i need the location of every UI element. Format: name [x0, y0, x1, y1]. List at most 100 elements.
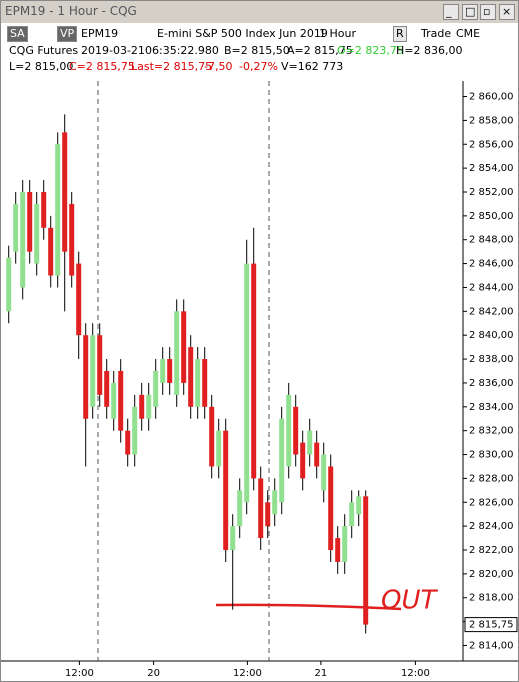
candle-body [356, 496, 362, 515]
y-tick-label: 2 842,00 [469, 306, 514, 317]
candle-body [55, 144, 61, 276]
candle-body [188, 347, 194, 407]
candle-body [20, 191, 26, 288]
candle-body [27, 191, 33, 252]
y-tick-label: 2 824,00 [469, 521, 514, 532]
last-price-label: 2 815,75 [469, 620, 514, 631]
y-tick-label: 2 820,00 [469, 569, 514, 580]
y-tick-label: 2 836,00 [469, 378, 514, 389]
candle-body [118, 371, 124, 431]
x-tick-label: 12:00 [233, 668, 262, 679]
candle-body [160, 359, 166, 383]
y-tick-label: 2 858,00 [469, 115, 514, 126]
y-tick-label: 2 828,00 [469, 473, 514, 484]
candle-body [307, 430, 313, 455]
y-tick-label: 2 860,00 [469, 92, 514, 103]
candle-body [90, 335, 96, 407]
candle-body [6, 257, 12, 312]
volume: V=162 773 [281, 60, 344, 73]
candle-body [279, 418, 285, 503]
candle-body [76, 263, 82, 336]
candle-body [314, 442, 320, 467]
restore[interactable]: □ [462, 4, 478, 20]
y-tick-label: 2 832,00 [469, 426, 514, 437]
candle-body [104, 371, 110, 407]
candle-body [153, 371, 159, 407]
last: Last=2 815,75 [131, 60, 213, 73]
y-tick-label: 2 834,00 [469, 402, 514, 413]
sa-button[interactable]: SA [7, 26, 28, 42]
candle-body [363, 496, 369, 625]
candle-body [48, 227, 54, 276]
y-tick-label: 2 856,00 [469, 139, 514, 150]
trade[interactable]: Trade [421, 27, 452, 40]
candle-body [125, 430, 131, 455]
candle-body [258, 478, 264, 539]
maximize[interactable]: ▫ [480, 4, 496, 20]
change-pct: -0,27% [239, 60, 278, 73]
last-price-box [464, 617, 518, 633]
vp-button[interactable]: VP [57, 26, 78, 42]
exchange: CME [456, 27, 481, 40]
y-tick-label: 2 848,00 [469, 235, 514, 246]
y-tick-label: 2 838,00 [469, 354, 514, 365]
r-button[interactable]: R [393, 26, 407, 42]
y-tick-label: 2 822,00 [469, 545, 514, 556]
y-tick-label: 2 852,00 [469, 187, 514, 198]
period[interactable]: 1 Hour [319, 27, 356, 40]
candle-body [230, 526, 236, 551]
high: H=2 836,00 [396, 44, 463, 57]
candle-body [328, 466, 334, 551]
candle-body [132, 406, 138, 455]
time: 06:35:22.980 [145, 44, 219, 57]
open: O=2 823,75 [337, 44, 404, 57]
candle-body [237, 490, 243, 527]
candle-body [244, 263, 250, 503]
candle-body [342, 526, 348, 562]
low: L=2 815,00 [9, 60, 74, 73]
y-tick-label: 2 830,00 [469, 450, 514, 461]
symbol[interactable]: EPM19 [81, 27, 119, 40]
candle-body [97, 335, 103, 395]
candle-body [111, 382, 117, 419]
candle-body [62, 132, 68, 252]
y-tick-label: 2 826,00 [469, 497, 514, 508]
candle-body [41, 191, 47, 228]
description: E-mini S&P 500 Index Jun 2019 [157, 27, 328, 40]
annotation: OUT [381, 586, 438, 616]
candle-body [251, 263, 257, 479]
candle-body [195, 359, 201, 407]
change: -7,50 [204, 60, 233, 73]
annotation-line [215, 603, 402, 611]
candle-body [321, 454, 327, 491]
candle-body [83, 335, 89, 419]
date: 2019-03-21 [81, 44, 145, 57]
candle-body [174, 311, 180, 395]
candle-body [202, 359, 208, 407]
candle-body [300, 442, 306, 479]
candle-body [335, 538, 341, 562]
window-title: EPM19 - 1 Hour - CQG [5, 4, 137, 18]
ask: A=2 815,75 [287, 44, 353, 57]
y-tick-label: 2 846,00 [469, 259, 514, 270]
candle-body [146, 394, 152, 419]
y-tick-label: 2 818,00 [469, 593, 514, 604]
x-tick-label: 12:00 [401, 668, 430, 679]
candle-body [223, 430, 229, 551]
candle-body [139, 394, 145, 419]
candle-body [181, 311, 187, 383]
source: CQG Futures [9, 44, 79, 57]
candle-body [167, 359, 173, 383]
close[interactable]: × [499, 4, 515, 20]
x-tick-label: 12:00 [65, 668, 94, 679]
candle-body [293, 406, 299, 455]
y-tick-label: 2 850,00 [469, 211, 514, 222]
candle-body [216, 430, 222, 467]
y-tick-label: 2 844,00 [469, 282, 514, 293]
bid: B=2 815,50 [224, 44, 290, 57]
minimize[interactable]: _ [443, 4, 459, 20]
close: C=2 815,75 [69, 60, 135, 73]
x-tick-label: 20 [147, 668, 160, 679]
y-tick-label: 2 840,00 [469, 330, 514, 341]
